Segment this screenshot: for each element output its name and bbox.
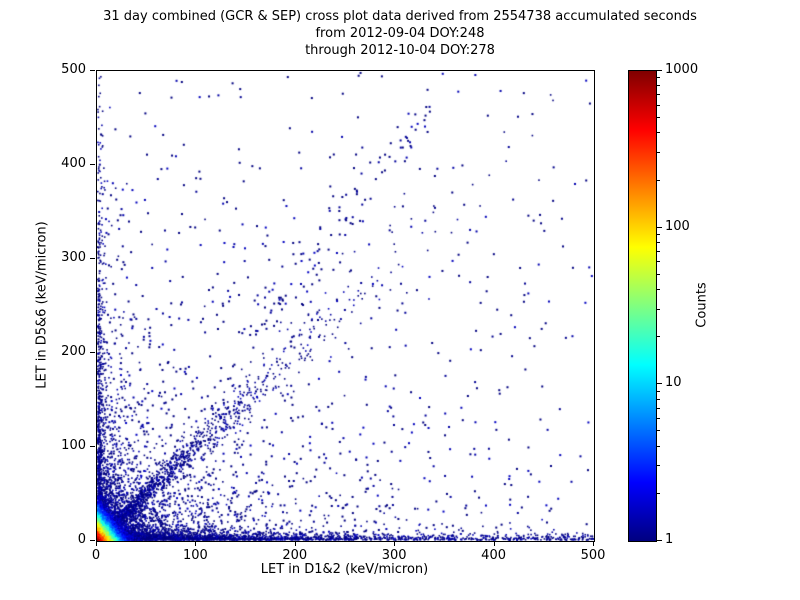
colorbar-minor-tick [657,308,660,310]
x-tick [394,541,396,546]
y-tick [90,164,95,165]
colorbar-major-tick [657,383,662,385]
colorbar-minor-tick [657,94,660,96]
colorbar-minor-tick [657,390,660,392]
colorbar-minor-tick [657,492,660,494]
colorbar-minor-tick [657,179,660,181]
x-axis-label: LET in D1&2 (keV/micron) [260,562,429,577]
colorbar-minor-tick [657,273,660,275]
colorbar-minor-tick [657,117,660,119]
y-axis-label: LET in D5&6 (keV/micron) [34,221,50,389]
colorbar-minor-tick [657,407,660,409]
title-line-2: from 2012-09-04 DOY:248 [315,26,485,41]
colorbar [628,70,657,542]
colorbar-minor-tick [657,233,660,235]
colorbar-minor-tick [657,430,660,432]
colorbar-minor-tick [657,465,660,467]
x-tick-label: 300 [381,548,407,563]
colorbar-minor-tick [657,445,660,447]
title-line-1: 31 day combined (GCR & SEP) cross plot d… [103,9,697,24]
colorbar-major-tick [657,540,662,541]
y-tick-label: 100 [61,438,86,453]
chart-title: 31 day combined (GCR & SEP) cross plot d… [0,8,800,59]
colorbar-major-tick [657,70,662,71]
colorbar-minor-tick [657,241,660,243]
y-tick [90,70,95,71]
title-line-3: through 2012-10-04 DOY:278 [305,43,495,58]
colorbar-minor-tick [657,261,660,263]
y-tick-label: 300 [61,250,86,265]
x-tick-label: 100 [182,548,208,563]
colorbar-tick-label: 10 [665,375,682,391]
colorbar-minor-tick [657,104,660,106]
x-tick-label: 200 [282,548,308,563]
x-tick [195,541,197,546]
y-tick [90,446,95,447]
colorbar-minor-tick [657,77,660,79]
colorbar-tick-label: 100 [665,218,690,234]
colorbar-minor-tick [657,132,660,134]
colorbar-minor-tick [657,151,660,153]
y-tick-label: 500 [61,62,86,77]
x-tick [493,541,495,546]
y-tick [90,540,95,541]
y-tick-label: 0 [77,532,86,547]
y-tick-label: 400 [61,156,86,171]
colorbar-label: Counts [694,282,710,328]
colorbar-major-tick [657,226,662,228]
x-tick-label: 0 [91,548,101,563]
colorbar-minor-tick [657,250,660,252]
x-tick [294,541,296,546]
colorbar-minor-tick [657,289,660,290]
y-tick [90,258,95,259]
colorbar-minor-tick [657,336,660,338]
y-tick-label: 200 [61,344,86,359]
x-tick-label: 400 [481,548,506,563]
x-tick-label: 500 [580,548,606,563]
x-tick [96,541,97,546]
colorbar-tick-label: 1000 [665,62,699,77]
plot-area [96,70,595,542]
colorbar-minor-tick [657,398,660,400]
colorbar-minor-tick [657,85,660,87]
colorbar-tick-label: 1 [665,532,674,547]
y-tick [90,352,95,353]
x-tick [593,541,594,546]
scatter-points-canvas [97,71,594,541]
colorbar-minor-tick [657,418,660,420]
